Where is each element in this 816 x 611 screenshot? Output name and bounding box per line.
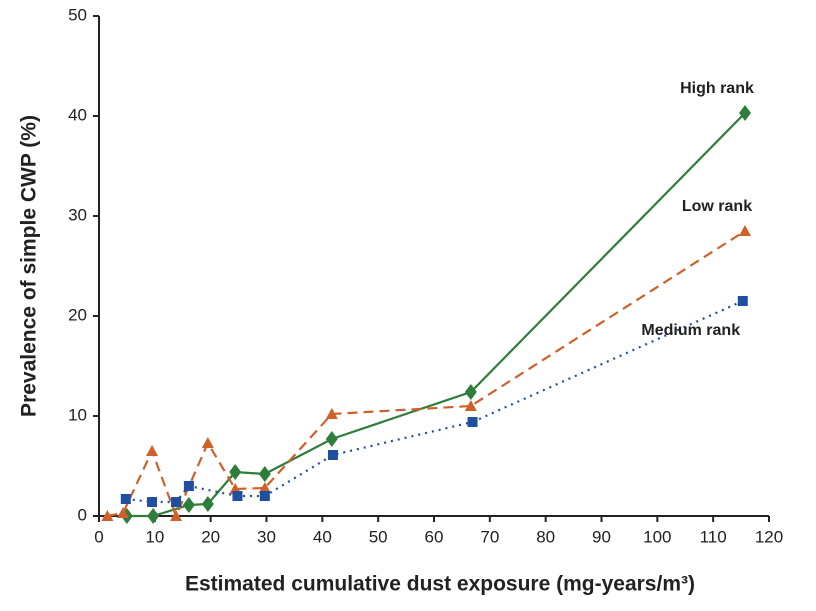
x-tick-label: 110 — [700, 527, 727, 546]
point — [325, 431, 338, 447]
point — [182, 497, 195, 513]
point — [325, 408, 338, 419]
point — [232, 491, 243, 501]
x-tick-label: 50 — [369, 527, 388, 546]
series-label: Medium rank — [641, 322, 740, 339]
point — [201, 437, 214, 448]
point — [467, 417, 478, 427]
x-axis-title: Estimated cumulative dust exposure (mg-y… — [185, 573, 695, 596]
y-tick-label: 10 — [68, 405, 87, 424]
point — [101, 510, 114, 521]
y-tick-label: 0 — [78, 505, 87, 524]
point — [120, 494, 131, 504]
point — [146, 445, 159, 456]
point — [147, 497, 158, 507]
x-tick-label: 120 — [755, 527, 783, 546]
point — [738, 105, 751, 121]
y-tick-label: 20 — [68, 305, 87, 324]
point — [258, 482, 271, 493]
x-tick-label: 20 — [201, 527, 220, 546]
x-tick-label: 60 — [425, 527, 444, 546]
point — [738, 225, 751, 236]
x-tick-label: 0 — [94, 527, 103, 546]
point — [737, 296, 748, 306]
series-label: High rank — [680, 80, 754, 97]
point — [117, 507, 130, 518]
point — [170, 510, 183, 521]
series-line — [126, 112, 746, 518]
y-tick-label: 30 — [68, 205, 87, 224]
series-label: Low rank — [682, 198, 752, 215]
y-tick-label: 50 — [68, 5, 87, 24]
series-line — [107, 230, 746, 519]
x-tick-label: 40 — [313, 527, 332, 546]
point — [229, 464, 242, 480]
x-tick-label: 10 — [145, 527, 164, 546]
point — [201, 496, 214, 512]
x-tick-label: 80 — [536, 527, 555, 546]
point — [258, 466, 271, 482]
x-tick-label: 90 — [592, 527, 611, 546]
point — [259, 491, 270, 501]
point — [183, 481, 194, 491]
x-tick-label: 30 — [257, 527, 276, 546]
point — [464, 384, 477, 400]
y-tick-label: 40 — [68, 105, 87, 124]
point — [171, 497, 182, 507]
x-tick-label: 70 — [480, 527, 499, 546]
point — [464, 400, 477, 411]
x-tick-label: 100 — [643, 527, 671, 546]
point — [147, 508, 160, 524]
y-axis-title: Prevalence of simple CWP (%) — [18, 115, 41, 417]
point — [327, 450, 338, 460]
